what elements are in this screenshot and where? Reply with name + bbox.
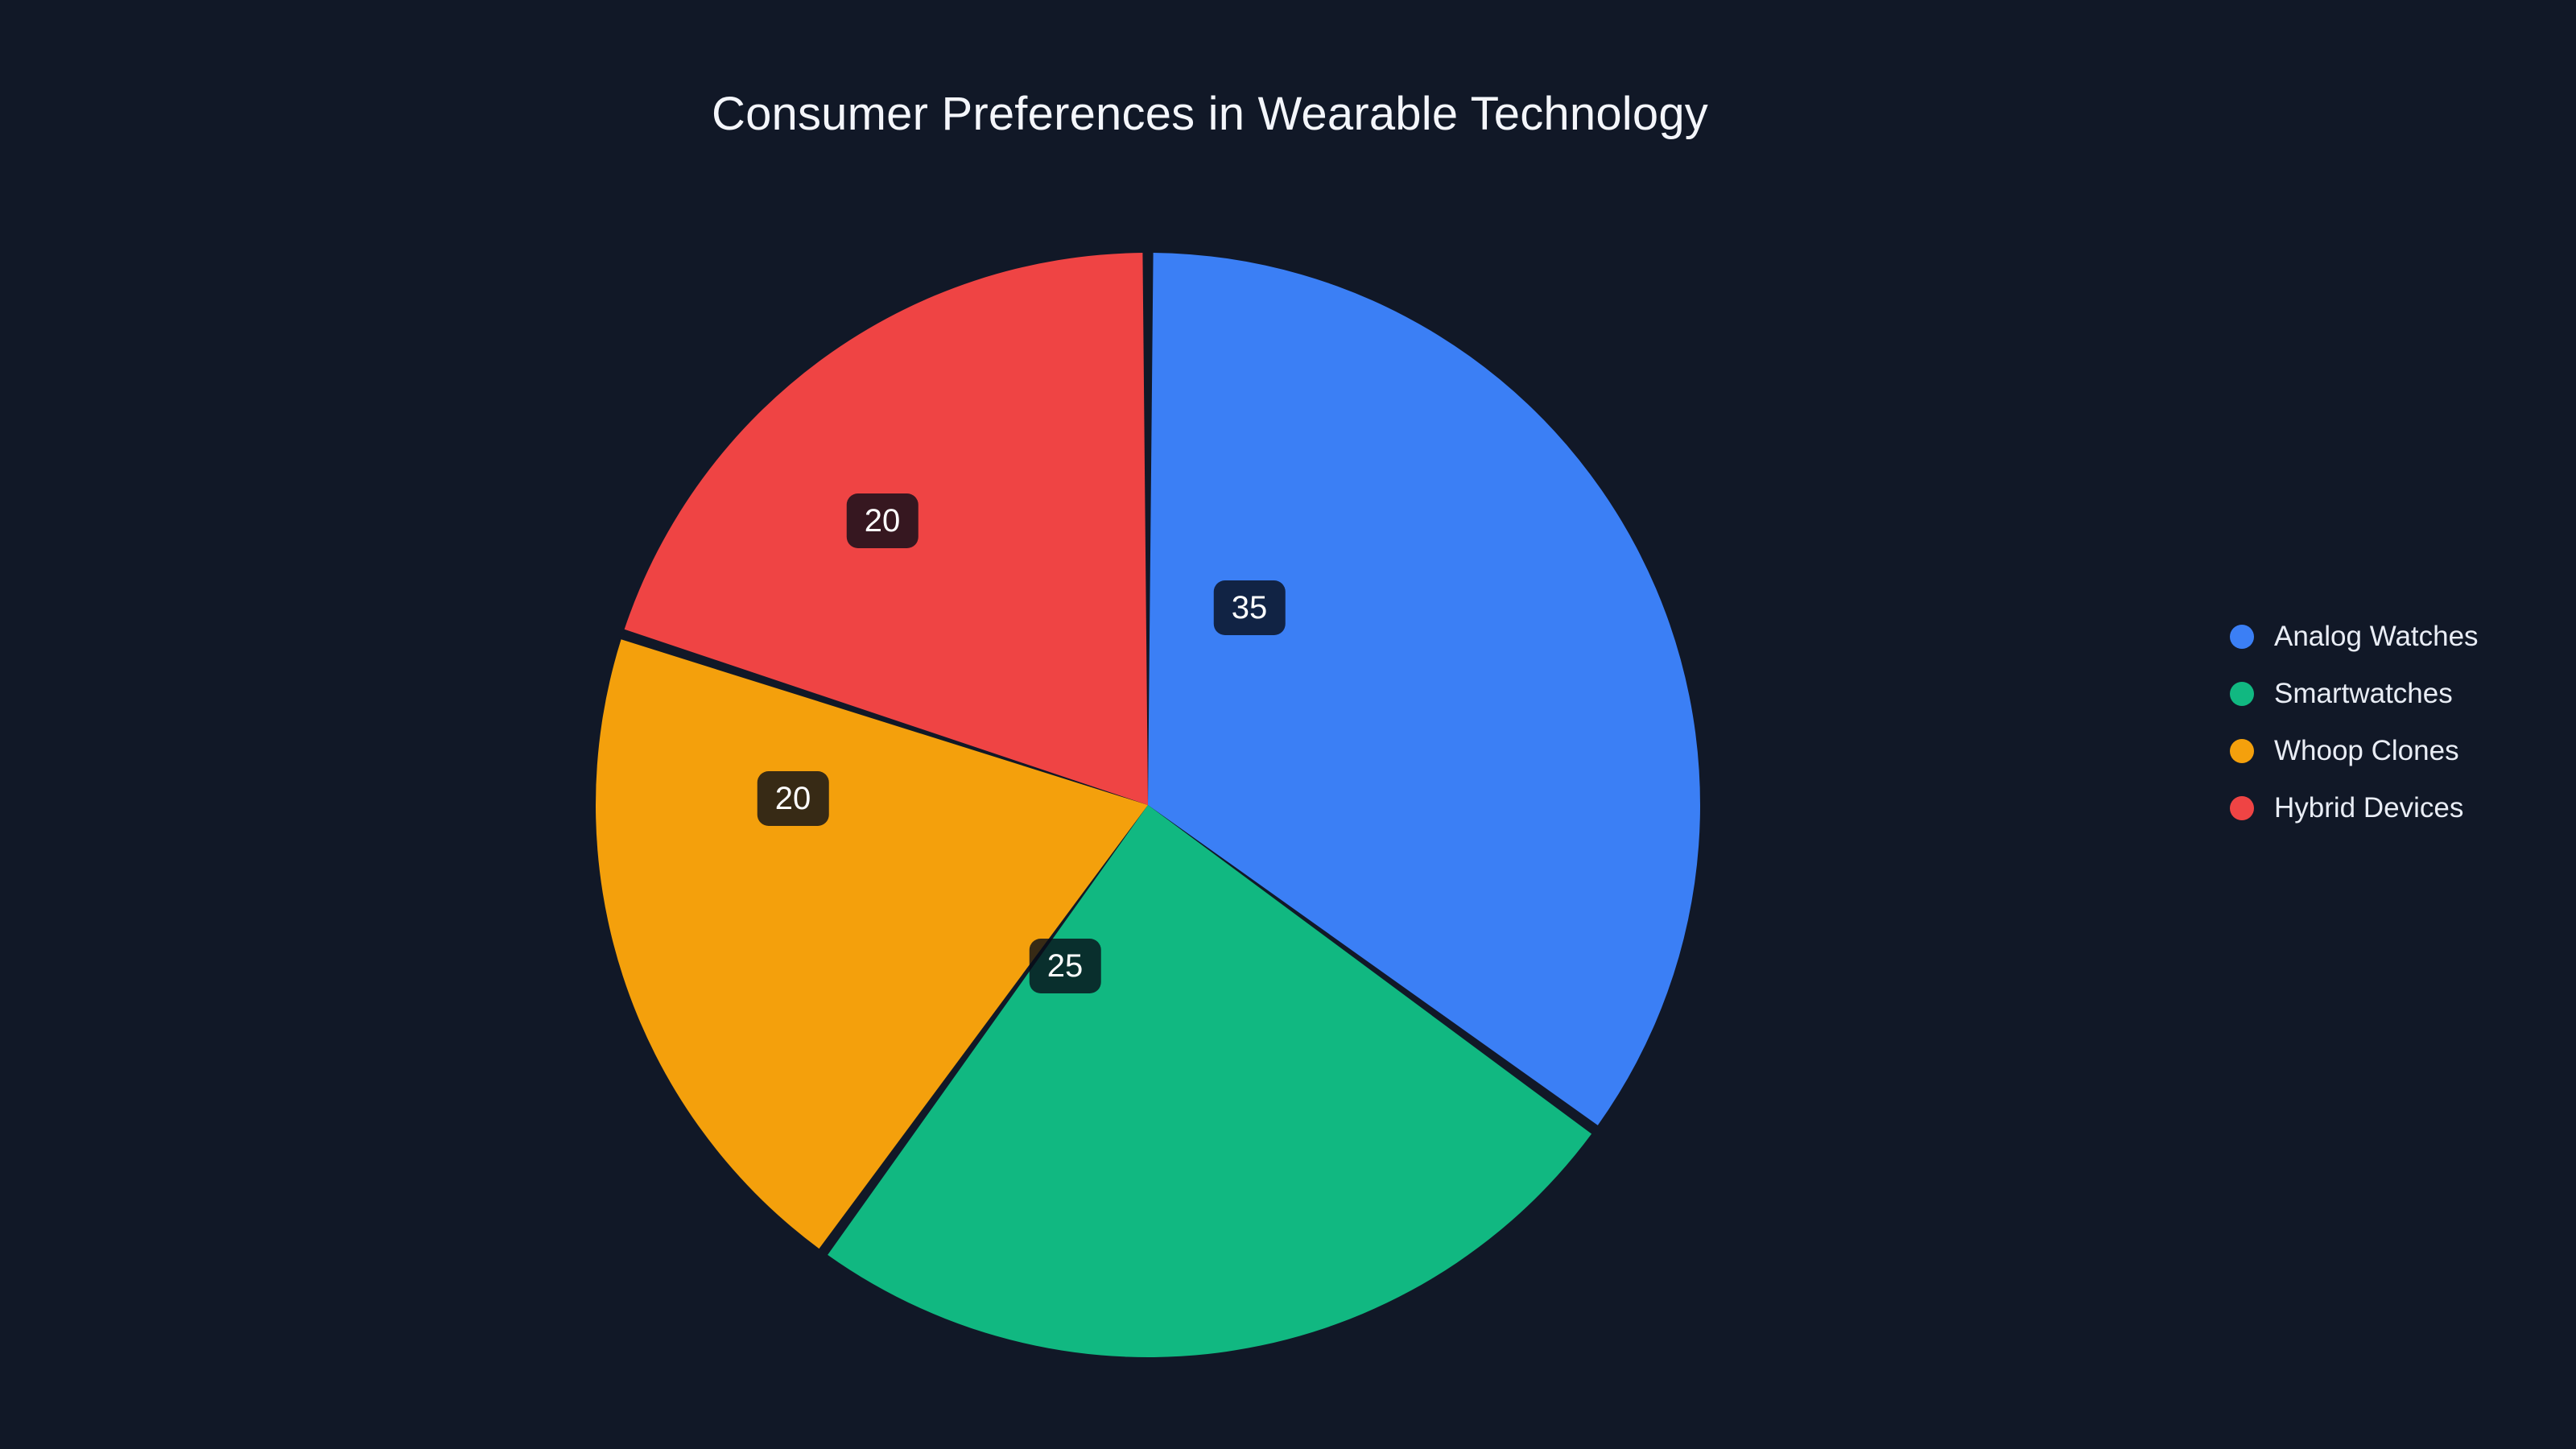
- slice-value-analog-watches: 35: [1213, 580, 1286, 635]
- legend-swatch-icon: [2230, 681, 2254, 706]
- chart-legend: Analog Watches Smartwatches Whoop Clones…: [2230, 608, 2552, 836]
- legend-swatch-icon: [2230, 624, 2254, 649]
- chart-title-text: Consumer Preferences in Wearable Technol…: [711, 88, 1708, 140]
- slice-value-whoop-clones: 20: [757, 771, 829, 826]
- pie-slice[interactable]: [596, 639, 1148, 1249]
- legend-swatch-icon: [2230, 738, 2254, 763]
- pie-slice[interactable]: [1148, 253, 1700, 1125]
- pie-slice[interactable]: [828, 805, 1592, 1357]
- pie-slice-group: [596, 253, 1700, 1357]
- legend-label: Smartwatches: [2274, 678, 2453, 709]
- legend-label: Hybrid Devices: [2274, 792, 2464, 824]
- legend-item-analog-watches[interactable]: Analog Watches: [2230, 608, 2552, 665]
- legend-item-smartwatches[interactable]: Smartwatches: [2230, 665, 2552, 722]
- slice-value-hybrid-devices: 20: [846, 493, 919, 548]
- legend-item-whoop-clones[interactable]: Whoop Clones: [2230, 722, 2552, 779]
- legend-swatch-icon: [2230, 795, 2254, 820]
- chart-title: Consumer Preferences in Wearable Technol…: [0, 89, 2576, 140]
- legend-label: Whoop Clones: [2274, 735, 2459, 766]
- legend-label: Analog Watches: [2274, 621, 2479, 652]
- slice-value-smartwatches: 25: [1029, 939, 1101, 993]
- legend-item-hybrid-devices[interactable]: Hybrid Devices: [2230, 779, 2552, 836]
